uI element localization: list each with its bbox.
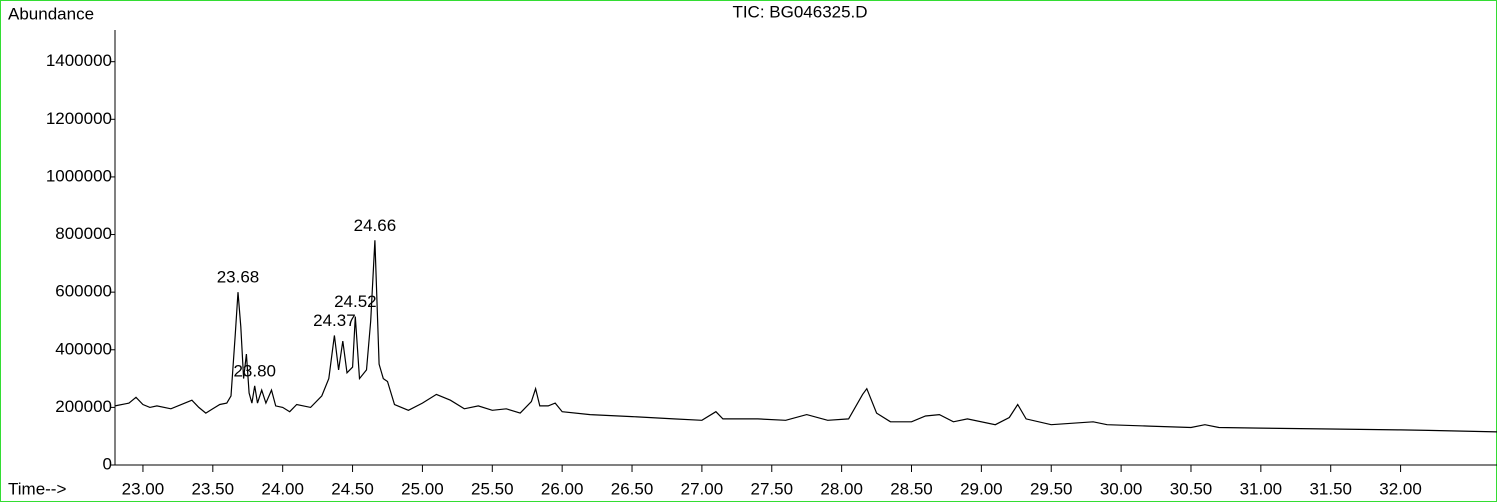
x-tick-label: 24.00 bbox=[261, 479, 304, 498]
x-tick-label: 29.50 bbox=[1030, 479, 1073, 498]
x-tick-label: 28.50 bbox=[890, 479, 933, 498]
y-tick-label: 800000 bbox=[55, 224, 112, 243]
y-tick-label: 1000000 bbox=[46, 166, 112, 185]
chart-title: TIC: BG046325.D bbox=[732, 2, 867, 21]
x-tick-label: 27.00 bbox=[681, 479, 724, 498]
x-tick-label: 30.50 bbox=[1170, 479, 1213, 498]
x-tick-label: 24.50 bbox=[331, 479, 374, 498]
y-tick-label: 400000 bbox=[55, 339, 112, 358]
peak-label: 23.68 bbox=[217, 268, 260, 287]
y-tick-label: 600000 bbox=[55, 282, 112, 301]
y-tick-label: 200000 bbox=[55, 397, 112, 416]
x-tick-label: 28.00 bbox=[820, 479, 863, 498]
x-tick-label: 23.00 bbox=[122, 479, 165, 498]
x-tick-label: 25.50 bbox=[471, 479, 514, 498]
x-tick-label: 31.00 bbox=[1240, 479, 1283, 498]
trace bbox=[114, 240, 1497, 433]
peak-label: 23.80 bbox=[233, 361, 276, 380]
x-tick-label: 32.00 bbox=[1379, 479, 1422, 498]
y-tick-label: 0 bbox=[103, 454, 112, 473]
y-axis-label: Abundance bbox=[8, 4, 94, 23]
x-tick-label: 27.50 bbox=[750, 479, 793, 498]
x-tick-label: 26.00 bbox=[541, 479, 584, 498]
peak-label: 24.52 bbox=[334, 292, 377, 311]
x-tick-label: 29.00 bbox=[960, 479, 1003, 498]
y-tick-label: 1400000 bbox=[46, 51, 112, 70]
x-axis-label: Time--> bbox=[8, 479, 66, 498]
x-tick-label: 26.50 bbox=[611, 479, 654, 498]
x-tick-label: 30.00 bbox=[1100, 479, 1143, 498]
x-tick-label: 25.00 bbox=[401, 479, 444, 498]
y-tick-label: 1200000 bbox=[46, 109, 112, 128]
peak-label: 24.37 bbox=[313, 311, 356, 330]
peak-label: 24.66 bbox=[354, 216, 397, 235]
x-tick-label: 31.50 bbox=[1309, 479, 1352, 498]
x-tick-label: 23.50 bbox=[192, 479, 235, 498]
